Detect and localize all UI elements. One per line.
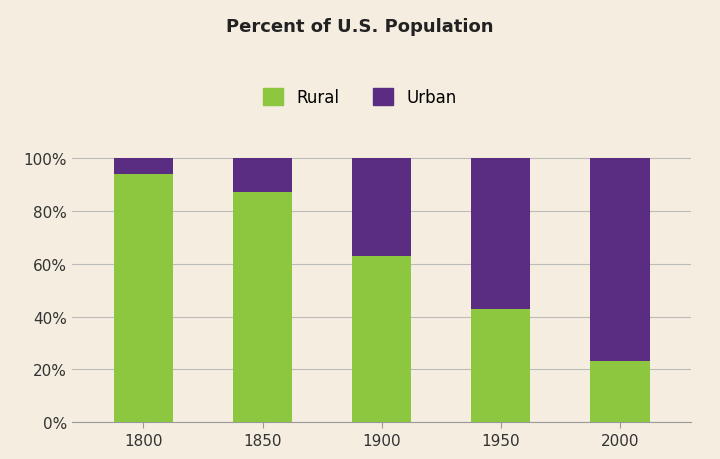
Bar [352, 159, 411, 256]
Bar [233, 159, 292, 193]
Bar [471, 309, 531, 422]
Bar [590, 159, 649, 362]
Bar [352, 256, 411, 422]
Bar [471, 159, 531, 309]
Bar [114, 174, 174, 422]
Bar [590, 362, 649, 422]
Bar [233, 193, 292, 422]
Text: Percent of U.S. Population: Percent of U.S. Population [226, 18, 494, 36]
Legend: Rural, Urban: Rural, Urban [257, 82, 463, 113]
Bar [114, 159, 174, 174]
